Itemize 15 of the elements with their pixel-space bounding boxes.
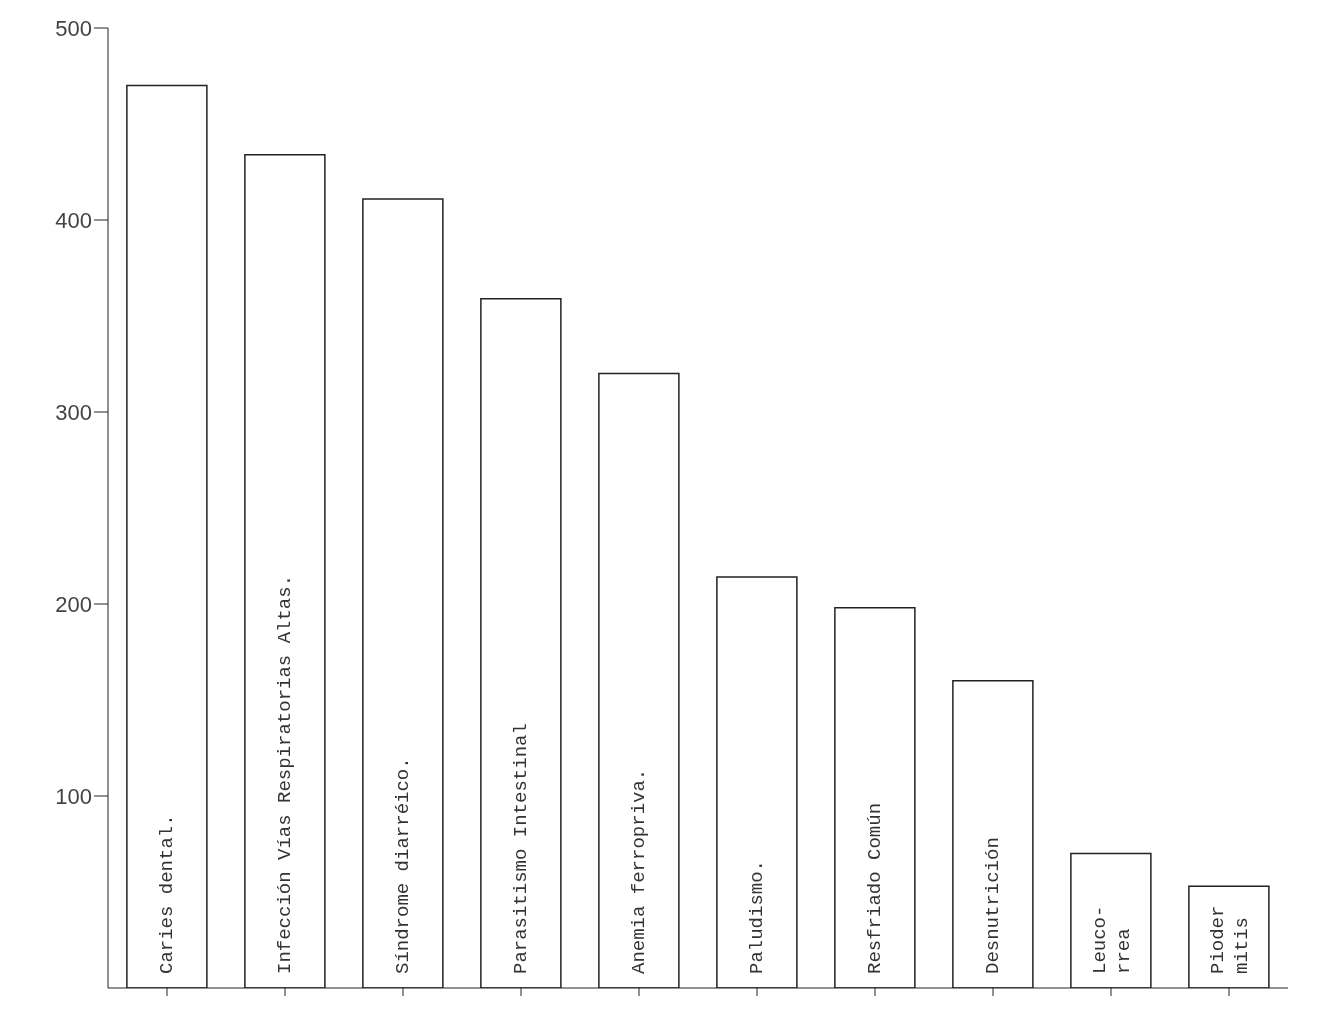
x-tick-label: Caries dental. — [156, 814, 178, 974]
x-tick-label: Anemia ferropriva. — [628, 768, 650, 974]
x-tick-label: Paludismo. — [746, 859, 768, 974]
x-tick-label: Infección Vías Respiratorias Altas. — [274, 574, 296, 974]
y-tick-label: 500 — [55, 15, 92, 41]
y-tick-label: 200 — [55, 591, 92, 617]
x-tick-label: Síndrome diarréico. — [392, 757, 414, 974]
y-tick-label: 400 — [55, 207, 92, 233]
x-tick-label: Leuco- rrea — [1089, 905, 1135, 974]
y-tick-label: 300 — [55, 399, 92, 425]
x-tick-label: Desnutrición — [982, 837, 1004, 974]
x-tick-label: Parasitismo Intestinal — [510, 723, 532, 974]
x-tick-label: Pioder mitis — [1207, 905, 1253, 974]
y-tick-label: 100 — [55, 783, 92, 809]
x-tick-label: Resfriado Común — [864, 802, 886, 974]
